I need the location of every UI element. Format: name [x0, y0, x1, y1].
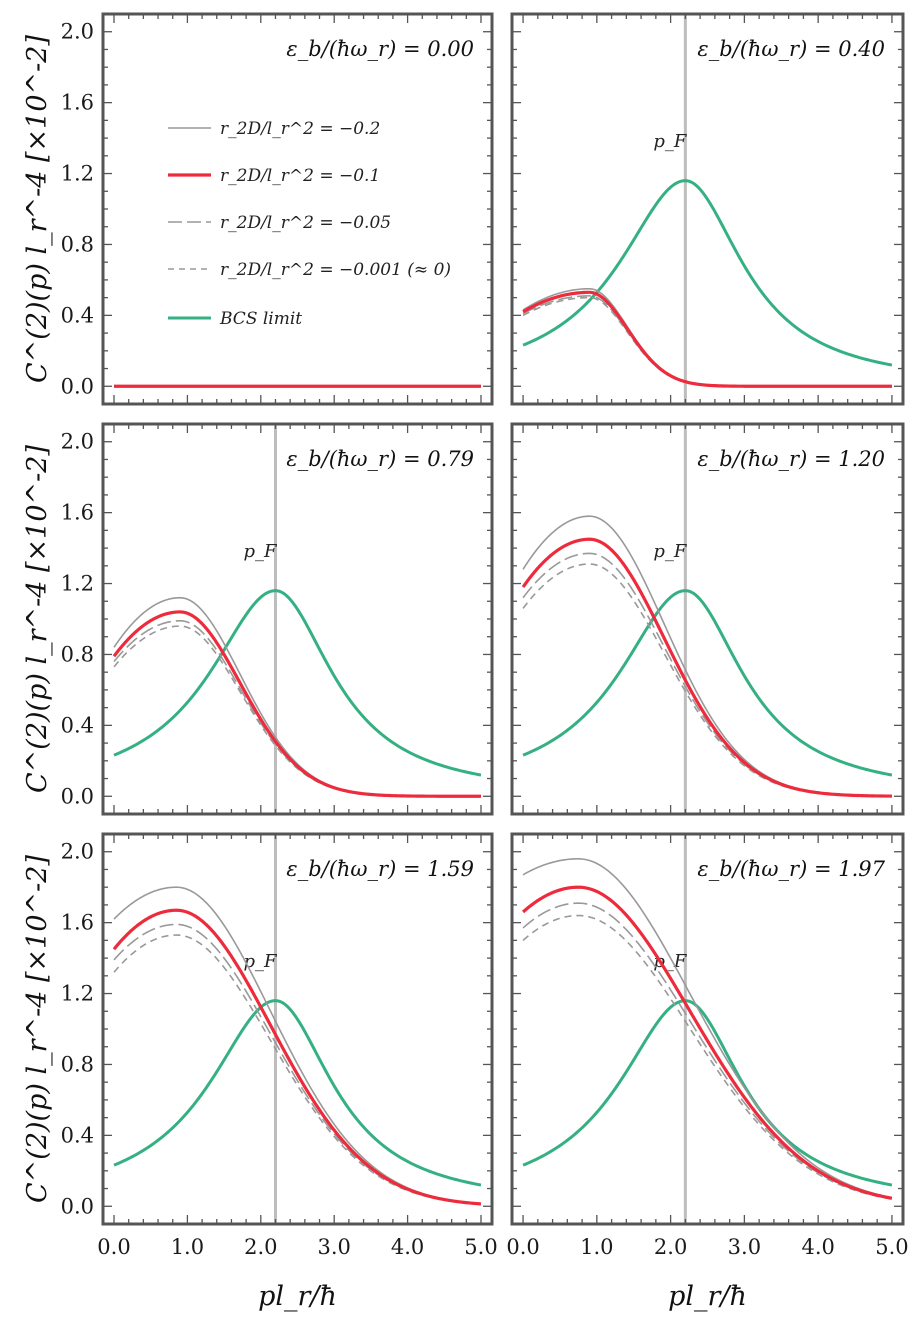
pf-label: p_F: [243, 951, 278, 972]
panel-label: ε_b/(ħω_r) = 0.40: [697, 37, 885, 61]
y-tick-label: 2.0: [61, 430, 94, 454]
series-line-r-2D-l-r-2-0-1: [522, 290, 892, 388]
y-tick-label: 2.0: [61, 840, 94, 864]
series-line-bcs: [113, 999, 482, 1187]
y-axis-title: C^(2)(p) l_r^-4 [×10^-2]: [22, 445, 53, 793]
panel-frame: [101, 12, 494, 406]
series-line-bcs: [522, 179, 893, 367]
legend-label: r_2D/l_r^2 = −0.001 (≈ 0): [220, 260, 451, 280]
legend: r_2D/l_r^2 = −0.2 r_2D/l_r^2 = −0.1 r_2D/l…: [168, 119, 451, 329]
y-tick-label: 0.0: [61, 784, 94, 808]
x-tick-label: 5.0: [875, 1235, 908, 1259]
panel-2: p_F ε_b/(ħω_r) = 0.40: [510, 12, 905, 406]
series-line-r-2D-l-r-2-0-2: [522, 858, 893, 1199]
panel-label: ε_b/(ħω_r) = 0.00: [286, 37, 474, 61]
y-axis-title: C^(2)(p) l_r^-4 [×10^-2]: [22, 35, 53, 383]
y-tick-label: 1.6: [61, 501, 94, 525]
y-axis-title: C^(2)(p) l_r^-4 [×10^-2]: [22, 855, 53, 1203]
panel-5: p_F 0.0 0.4 0.8 1.2 1.6 2.0 0.0 1.0 2.0 3.0 4.0 5.0 ε…: [61, 832, 498, 1259]
panel-4: p_F ε_b/(ħω_r) = 1.20: [510, 422, 905, 816]
x-tick-label: 1.0: [580, 1235, 613, 1259]
y-tick-label: 0.8: [61, 232, 94, 256]
y-tick-label: 0.0: [61, 1194, 94, 1218]
series-line-r-2D-l-r-2-0-2: [522, 515, 892, 797]
x-tick-label: 2.0: [654, 1235, 687, 1259]
series-line-r-2D-l-r-2-0-001-0-: [522, 296, 892, 388]
x-tick-label: 1.0: [171, 1235, 204, 1259]
panel-label: ε_b/(ħω_r) = 0.79: [286, 447, 474, 471]
y-tick-label: 0.4: [61, 713, 94, 737]
x-tick-label: 0.0: [97, 1235, 130, 1259]
series-line-r-2D-l-r-2-0-2: [522, 287, 892, 388]
y-tick-label: 1.2: [61, 162, 94, 186]
y-tick-label: 0.8: [61, 1052, 94, 1076]
series-line-r-2D-l-r-2-0-001-0-: [522, 914, 893, 1200]
y-tick-label: 0.8: [61, 642, 94, 666]
series-line-r-2D-l-r-2-0-001-0-: [113, 625, 481, 798]
y-tick-label: 1.6: [61, 911, 94, 935]
panel-frame: [510, 422, 905, 816]
legend-label: r_2D/l_r^2 = −0.2: [220, 119, 380, 139]
x-tick-label: 5.0: [464, 1235, 497, 1259]
series-line-r-2D-l-r-2-0-1: [522, 885, 893, 1200]
pf-label: p_F: [243, 541, 278, 562]
series-line-r-2D-l-r-2-0-2: [113, 886, 482, 1205]
panel-frame: [510, 12, 905, 406]
legend-label: r_2D/l_r^2 = −0.1: [220, 166, 380, 186]
y-tick-label: 0.0: [61, 374, 94, 398]
series-line-r-2D-l-r-2-0-1: [112, 908, 482, 1206]
y-tick-label: 1.2: [61, 572, 94, 596]
series-line-r-2D-l-r-2-0-1: [521, 537, 892, 798]
y-tick-label: 1.6: [61, 91, 94, 115]
series-line-bcs: [522, 589, 893, 777]
panel-frame: [101, 422, 494, 816]
pf-label: p_F: [653, 541, 688, 562]
panel-label: ε_b/(ħω_r) = 1.97: [697, 857, 885, 881]
y-tick-label: 0.4: [61, 303, 94, 327]
panel-frame: [101, 832, 494, 1226]
panel-label: ε_b/(ħω_r) = 1.20: [697, 447, 885, 471]
panel-3: p_F 0.0 0.4 0.8 1.2 1.6 2.0 ε_b/(ħω_r) = 0.79: [61, 422, 494, 816]
y-tick-label: 1.2: [61, 982, 94, 1006]
panel-1: 0.0 0.4 0.8 1.2 1.6 2.0 ε_b/(ħω_r) = 0.00: [61, 12, 494, 406]
panel-label: ε_b/(ħω_r) = 1.59: [286, 857, 474, 881]
series-line-r-2D-l-r-2-0-05: [522, 902, 893, 1200]
legend-label: r_2D/l_r^2 = −0.05: [220, 213, 391, 233]
pf-label: p_F: [653, 131, 688, 152]
x-tick-label: 0.0: [506, 1235, 539, 1259]
x-tick-label: 4.0: [801, 1235, 834, 1259]
legend-label: BCS limit: [219, 309, 302, 329]
series-line-r-2D-l-r-2-0-1: [112, 610, 481, 798]
series-line-r-2D-l-r-2-0-001-0-: [113, 934, 482, 1205]
panel-frame: [510, 832, 905, 1226]
series-line-bcs: [113, 589, 482, 777]
y-tick-label: 0.4: [61, 1123, 94, 1147]
series-line-r-2D-l-r-2-0-05: [113, 619, 481, 798]
x-axis-title: pl_r/ħ: [258, 1281, 337, 1312]
panel-6: p_F0.0 1.0 2.0 3.0 4.0 5.0ε_b/(ħω_r) = 1.97: [506, 832, 909, 1259]
x-axis-title: pl_r/ħ: [668, 1281, 747, 1312]
y-tick-label: 2.0: [61, 20, 94, 44]
x-tick-label: 3.0: [317, 1235, 350, 1259]
x-tick-label: 3.0: [728, 1235, 761, 1259]
series-line-bcs: [522, 999, 893, 1187]
x-tick-label: 4.0: [391, 1235, 424, 1259]
x-tick-label: 2.0: [244, 1235, 277, 1259]
